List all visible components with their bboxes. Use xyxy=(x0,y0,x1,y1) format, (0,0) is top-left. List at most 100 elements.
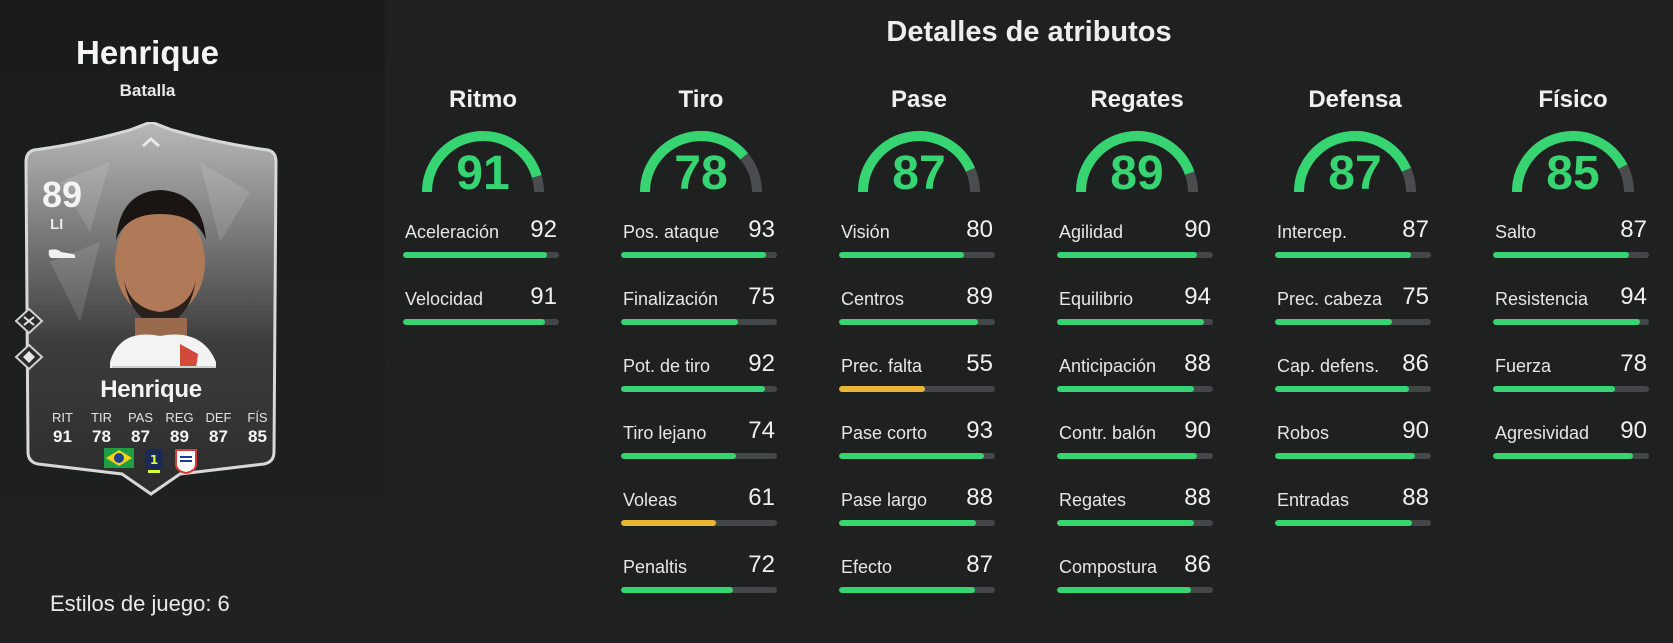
attribute-label: Robos xyxy=(1277,423,1330,443)
attribute-row: Entradas 88 xyxy=(1275,480,1435,547)
attribute-row: Salto 87 xyxy=(1493,212,1653,279)
attribute-value: 88 xyxy=(966,484,993,511)
attribute-label: Penaltis xyxy=(623,557,688,577)
attribute-row: Fuerza 78 xyxy=(1493,346,1653,413)
attribute-label: Equilibrio xyxy=(1059,289,1134,309)
attribute-bar-track xyxy=(1057,587,1213,593)
attribute-bar-track xyxy=(1493,319,1649,325)
attribute-bar-track xyxy=(1275,520,1431,526)
attribute-value: 74 xyxy=(748,417,775,444)
attribute-label: Visión xyxy=(841,222,890,242)
attribute-list: Aceleración 92 Velocidad 91 xyxy=(403,212,563,346)
brazil-flag-icon xyxy=(104,448,134,468)
attribute-row: Intercep. 87 xyxy=(1275,212,1435,279)
attribute-bar-fill xyxy=(621,520,717,526)
group-rating: 87 xyxy=(892,147,946,200)
gauge-fill xyxy=(422,131,542,193)
attribute-value: 94 xyxy=(1184,283,1211,310)
attribute-bar-fill xyxy=(621,386,765,392)
attribute-value: 75 xyxy=(1402,283,1429,310)
card-stat: RIT 91 xyxy=(46,410,79,447)
attribute-bar-track xyxy=(621,386,777,392)
attribute-label: Compostura xyxy=(1059,557,1158,577)
attribute-row: Cap. defens. 86 xyxy=(1275,346,1435,413)
gauge-fill xyxy=(1076,131,1195,193)
attribute-row: Robos 90 xyxy=(1275,413,1435,480)
attribute-value: 88 xyxy=(1184,484,1211,511)
attribute-row: Centros 89 xyxy=(839,279,999,346)
group-rating: 78 xyxy=(674,147,728,200)
attribute-label: Voleas xyxy=(623,490,678,510)
attribute-value: 86 xyxy=(1402,350,1429,377)
gauge-fill xyxy=(1512,131,1628,193)
attribute-bar-track xyxy=(839,453,995,459)
attribute-label: Regates xyxy=(1059,490,1127,510)
attribute-bar-track xyxy=(839,319,995,325)
attribute-bar-fill xyxy=(1057,453,1198,459)
player-card[interactable]: 89 LI Henrique RIT 91 TIR 78 PAS 87 REG … xyxy=(20,122,282,500)
card-stat-label: DEF xyxy=(205,410,232,425)
attribute-label: Prec. falta xyxy=(841,356,923,376)
card-stat: TIR 78 xyxy=(85,410,118,447)
attribute-bar-fill xyxy=(1057,520,1195,526)
attribute-value: 55 xyxy=(966,350,993,377)
attribute-value: 87 xyxy=(966,551,993,578)
attribute-value: 91 xyxy=(530,283,557,310)
attribute-value: 86 xyxy=(1184,551,1211,578)
card-position: LI xyxy=(50,216,64,233)
attribute-row: Agresividad 90 xyxy=(1493,413,1653,480)
attribute-label: Centros xyxy=(841,289,905,309)
attribute-bar-fill xyxy=(839,319,978,325)
attribute-bar-track xyxy=(621,587,777,593)
attribute-bar-fill xyxy=(1275,386,1410,392)
attribute-bar-track xyxy=(839,520,995,526)
attribute-row: Pase largo 88 xyxy=(839,480,999,547)
group-gauge: 87 xyxy=(1275,124,1435,208)
attribute-bar-track xyxy=(839,587,995,593)
attribute-value: 90 xyxy=(1184,216,1211,243)
attribute-value: 75 xyxy=(748,283,775,310)
attribute-row: Velocidad 91 xyxy=(403,279,563,346)
attribute-list: Visión 80 Centros 89 Prec. falta 55 Pase corto… xyxy=(839,212,999,614)
attribute-bar-fill xyxy=(839,453,985,459)
attribute-bar-track xyxy=(621,319,777,325)
card-overall-rating: 89 xyxy=(42,174,83,215)
attribute-label: Agresividad xyxy=(1495,423,1590,443)
card-variant: Batalla xyxy=(119,81,176,100)
attribute-bar-track xyxy=(1057,319,1213,325)
card-stat: FÍS 85 xyxy=(241,410,274,447)
attribute-bar-fill xyxy=(1275,453,1416,459)
attribute-bar-fill xyxy=(839,520,977,526)
group-rating: 89 xyxy=(1110,147,1164,200)
playstyles-count[interactable]: Estilos de juego: 6 xyxy=(50,591,230,616)
attribute-value: 88 xyxy=(1184,350,1211,377)
playstyle-badge-icon[interactable] xyxy=(14,307,44,335)
attribute-row: Anticipación 88 xyxy=(1057,346,1217,413)
card-flags: 1 xyxy=(20,448,282,474)
attribute-label: Efecto xyxy=(841,557,893,577)
attribute-row: Prec. cabeza 75 xyxy=(1275,279,1435,346)
attribute-row: Equilibrio 94 xyxy=(1057,279,1217,346)
attribute-label: Anticipación xyxy=(1059,356,1157,376)
attribute-value: 93 xyxy=(748,216,775,243)
group-title: Tiro xyxy=(678,86,724,113)
gauge-fill xyxy=(640,131,748,193)
attribute-bar-fill xyxy=(1057,386,1195,392)
attribute-label: Velocidad xyxy=(405,289,484,309)
attribute-details-panel xyxy=(385,0,1673,643)
attribute-label: Aceleración xyxy=(405,222,500,242)
attribute-bar-fill xyxy=(839,252,964,258)
attribute-list: Agilidad 90 Equilibrio 94 Anticipación 88 Cont… xyxy=(1057,212,1217,614)
attribute-bar-track xyxy=(839,386,995,392)
playstyle-badge-icon[interactable] xyxy=(14,343,44,371)
attribute-bar-fill xyxy=(1275,252,1411,258)
attribute-group-pase: Pase 87 Visión 80 Centros 89 Prec. falta 55 Pase… xyxy=(839,86,999,614)
attribute-bar-track xyxy=(1275,319,1431,325)
attribute-bar-fill xyxy=(403,319,545,325)
attribute-row: Visión 80 xyxy=(839,212,999,279)
card-stat-value: 85 xyxy=(248,427,267,446)
attribute-bar-track xyxy=(1057,453,1213,459)
gauge-fill xyxy=(858,131,975,193)
card-stat: REG 89 xyxy=(163,410,196,447)
attribute-row: Finalización 75 xyxy=(621,279,781,346)
